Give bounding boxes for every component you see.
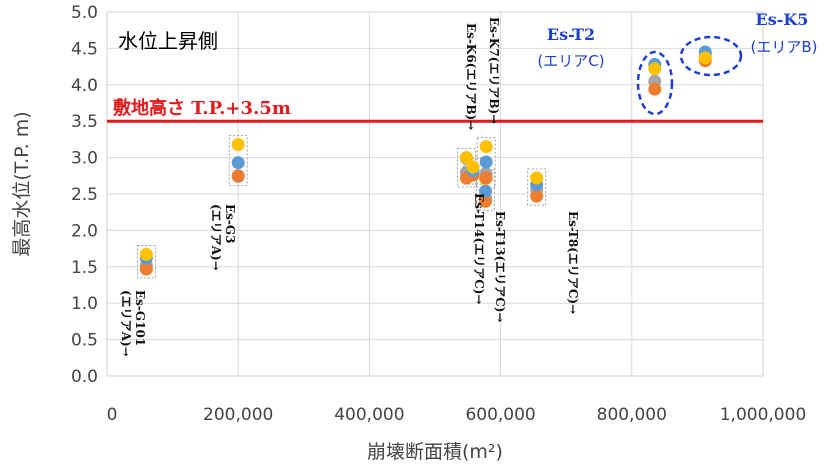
data-point [479, 194, 493, 208]
x-tick-label: 0 [107, 405, 118, 425]
data-point [466, 160, 480, 174]
callout-name-es-t2: Es-T2 [547, 25, 595, 44]
y-tick-label: 1.5 [71, 258, 98, 278]
callout-ellipse-es-k5 [679, 35, 743, 77]
x-tick-label: 200,000 [203, 405, 273, 425]
well-label: Es-T14(エリアC)→ [472, 193, 486, 305]
x-tick-label: 600,000 [465, 405, 535, 425]
callout-name-es-k5: Es-K5 [756, 10, 809, 29]
data-point [231, 137, 245, 151]
y-axis-title: 最高水位(T.P. m) [11, 111, 33, 256]
y-tick-label: 0.0 [71, 367, 98, 387]
y-tick-label: 2.5 [71, 185, 98, 205]
well-label: Es-K7(エリアB)→ [487, 17, 501, 124]
callout-area-es-k5: (エリアB) [751, 38, 818, 56]
data-point [231, 156, 245, 170]
y-tick-label: 3.0 [71, 149, 98, 169]
group-box [527, 168, 547, 206]
callout-ellipse-es-t2 [636, 50, 674, 116]
data-point [530, 189, 544, 203]
well-label: Es-G3(エリアA)→ [209, 204, 237, 271]
well-label: Es-K6(エリアB)→ [464, 23, 478, 130]
data-point [139, 262, 153, 276]
group-box [463, 157, 483, 185]
data-point [231, 169, 245, 183]
y-tick-label: 0.5 [71, 331, 98, 351]
x-axis-title: 崩壊断面積(m²) [367, 441, 503, 463]
y-tick-label: 4.0 [71, 76, 98, 96]
y-tick-label: 4.5 [71, 39, 98, 59]
data-point [479, 155, 493, 169]
well-label: Es-T8(エリアC)→ [566, 211, 580, 314]
y-tick-label: 3.5 [71, 112, 98, 132]
site-height-label: 敷地高さ T.P.+3.5m [113, 97, 291, 119]
data-points [139, 45, 712, 276]
x-tick-label: 800,000 [597, 405, 667, 425]
data-point [530, 171, 544, 185]
data-point [139, 247, 153, 261]
well-label: Es-G101(エリアA)→ [119, 290, 147, 357]
chart-title: 水位上昇側 [118, 29, 218, 53]
y-tick-label: 2.0 [71, 221, 98, 241]
x-tick-label: 400,000 [334, 405, 404, 425]
x-tick-label: 1,000,000 [720, 405, 807, 425]
y-tick-label: 5.0 [71, 3, 98, 23]
data-point [698, 51, 712, 65]
well-label: Es-T13(エリアC)→ [493, 211, 507, 323]
data-point [479, 171, 493, 185]
plot-area-border [106, 11, 764, 377]
y-axis-ticks: 0.0 0.5 1.0 1.5 2.0 2.5 3.0 3.5 4.0 4.5 5.0 [71, 3, 98, 387]
callout-ellipses [636, 35, 743, 116]
y-tick-label: 1.0 [71, 294, 98, 314]
callout-area-es-t2: (エリアC) [537, 52, 604, 70]
data-point [479, 140, 493, 154]
gridlines [106, 11, 764, 377]
x-axis-ticks: 0 200,000 400,000 600,000 800,000 1,000,000 [107, 405, 807, 425]
group-box [228, 135, 248, 186]
well-labels: Es-G101(エリアA)→ Es-G3(エリアA)→ Es-T14(エリアC)→ E… [119, 17, 580, 357]
data-point [648, 82, 662, 96]
data-point [648, 62, 662, 76]
data-point [479, 184, 493, 198]
data-point [459, 151, 473, 165]
group-box [136, 245, 156, 279]
